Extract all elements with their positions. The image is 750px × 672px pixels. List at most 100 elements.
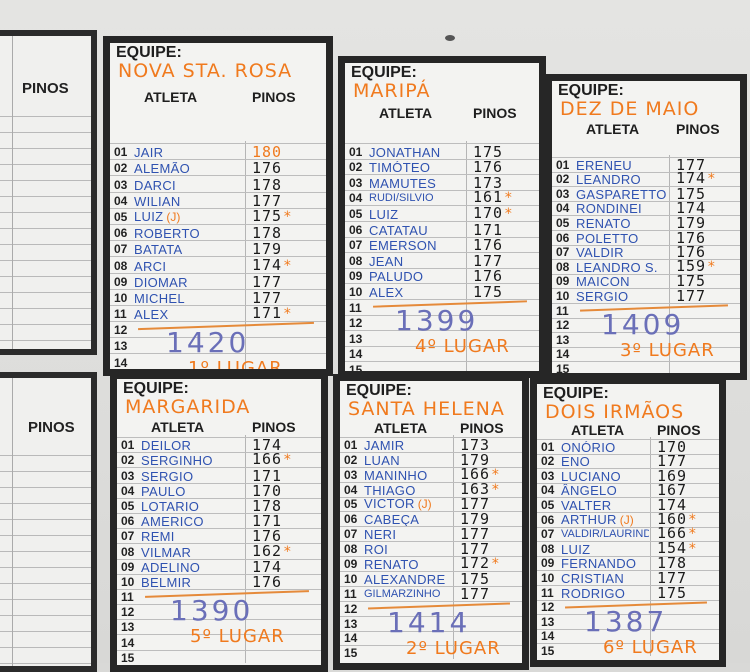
equipe-label: EQUIPE: [346,382,412,399]
pins-value: 178 [657,554,688,573]
pins-value: 170 [657,437,688,456]
pins-value: 176 [473,158,504,177]
row-number: 13 [121,620,135,635]
pins-value: 175 [473,282,504,301]
pins-score: 173 [473,175,503,190]
pins-value: 177 [676,286,707,305]
table-row: 06 CATATAU 171 [345,220,539,237]
pins-value: 179 [460,450,491,469]
athlete-cell: ROI [364,543,452,556]
row-number: 01 [556,157,570,172]
total-de-pinos-label: TOTAL DE PINOS [537,660,719,667]
athlete-rows: 01 ONÓRIO 170 02 ENO 177 03 LUCIANO 169 04 ÂNGELO 1… [537,439,719,658]
equipe-label: EQUIPE: [116,44,182,61]
column-divider [245,141,246,369]
athlete-cell: NERI [364,528,452,541]
athlete-name: RENATO [364,558,419,572]
row-number: 14 [114,355,128,370]
pins-value: 176 [252,527,283,546]
row-number: 09 [344,557,358,572]
column-divider [245,435,246,663]
team-panel: EQUIPE: SANTA HELENA ATLETA PINOS 01 JAMIR 173… [333,374,529,670]
row-number: 07 [541,527,555,542]
pins-value: 174 [252,557,283,576]
pins-score: 176 [252,527,283,546]
pins-score: 160* [657,509,697,528]
athlete-rows: 01 ERENEU 177 02 LEANDRO 174* 03 GASPARETTO 175 0… [552,157,740,373]
team-panel: EQUIPE: DEZ DE MAIO ATLETA PINOS 01 ERENEU 177… [545,74,747,380]
row-number: 09 [556,274,570,289]
pins-value: 170 [252,481,283,500]
pins-value: 166 [460,464,491,483]
pins-score: 176 [473,238,503,253]
pins-score: 166* [460,464,500,483]
table-row: 03 DARCI 178 [110,175,326,192]
row-number: 14 [344,631,358,646]
asterisk-icon: * [688,526,697,543]
table-row: 12 [552,317,740,333]
atleta-header: ATLETA [151,419,205,435]
athlete-cell: MICHEL [134,292,244,305]
row-number: 11 [114,307,127,322]
athlete-cell: SERGINHO [141,454,244,467]
table-row: 04 RUDI/SILVIO 161* [345,189,539,205]
athlete-cell: GILMARZINHO [364,586,452,601]
row-number: 14 [541,629,555,644]
table-row: 01 JAMIR 173 [340,437,522,452]
athlete-cell: ALEX [134,308,244,321]
pinos-header: PINOS [28,419,75,436]
table-row: 12 [117,604,321,619]
athlete-name: VALDIR/LAURINDO [561,528,649,541]
athlete-name: CABEÇA [364,513,420,527]
athlete-cell: POLETTO [576,232,668,245]
pins-value: 176 [252,159,283,178]
athlete-name: SERGINHO [141,454,213,468]
athlete-name: ROBERTO [134,227,200,241]
pins-score: 177 [460,542,490,557]
row-number: 13 [349,331,363,346]
row-number: 13 [556,332,570,347]
row-number: 06 [114,226,128,241]
row-number: 05 [556,215,570,230]
pins-value: 177 [460,525,491,544]
row-number: 05 [541,497,555,512]
pins-score: 175 [676,186,706,201]
pinos-header: PINOS [657,422,701,438]
pinos-header: PINOS [460,420,504,436]
pins-score: 176 [676,230,706,245]
row-number: 07 [556,245,570,260]
athlete-name: THIAGO [364,483,416,497]
athlete-name: MAICON [576,275,630,289]
table-row: 05 RENATO 179 [552,215,740,230]
row-number: 02 [121,453,135,468]
athlete-cell: VALDIR [576,246,668,259]
row-number: 11 [556,303,569,318]
table-row: 06 ARTHUR (J) 160* [537,509,719,528]
asterisk-icon: * [504,205,513,222]
pins-value: 176 [252,572,283,591]
table-row: 03 SERGIO 171 [117,467,321,483]
pins-value: 160 [657,509,688,528]
table-row: 13 [117,619,321,634]
table-row: 13 [552,332,740,347]
athlete-cell: LUIZ [369,208,465,221]
pins-score: 175 [657,585,687,600]
athlete-rows: 01 JONATHAN 175 02 TIMÓTEO 176 03 MAMUTES 173 04 R… [345,142,539,371]
team-place: 5º LUGAR [190,626,285,647]
table-row: 15 [345,361,539,371]
athlete-name: ALEMÃO [134,162,190,176]
table-row: 15 [537,643,719,658]
row-number: 09 [114,274,128,289]
athlete-cell: JEAN [369,255,465,268]
junior-tag: (J) [166,209,181,224]
pins-score: 169 [657,468,687,483]
athlete-cell: RODRIGO [561,587,649,600]
table-row: 10 BELMIR 176 [117,572,321,591]
pins-value: 175 [473,142,504,161]
asterisk-icon: * [491,466,500,483]
table-row: 06 CABEÇA 179 [340,511,522,527]
athlete-name: ÂNGELO [561,484,617,498]
athlete-cell: VILMAR [141,546,244,559]
row-number: 14 [556,347,570,362]
row-number: 10 [541,570,555,585]
